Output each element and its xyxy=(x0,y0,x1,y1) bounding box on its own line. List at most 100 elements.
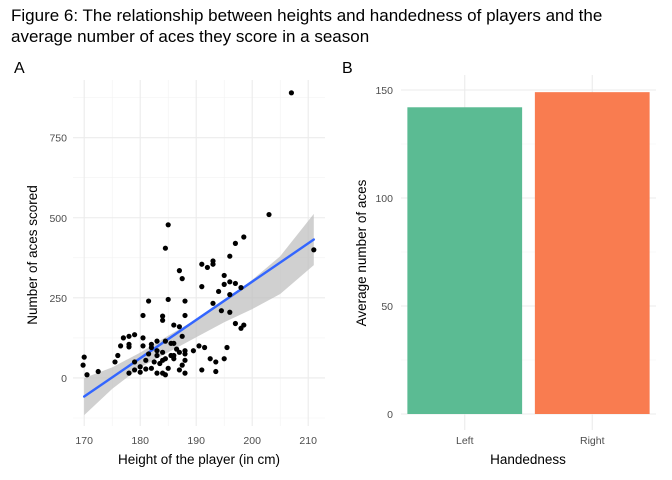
panel-b-y-ticks: 0 50 100 150 xyxy=(375,85,393,421)
panel-b-label: B xyxy=(342,60,353,77)
data-point xyxy=(213,368,219,375)
data-point xyxy=(176,268,182,274)
data-point xyxy=(154,338,160,344)
data-point xyxy=(146,298,152,304)
data-point xyxy=(227,279,233,285)
x-tick-label: Right xyxy=(580,435,605,447)
data-point xyxy=(137,364,143,370)
data-point xyxy=(154,370,160,376)
data-point xyxy=(154,352,160,359)
data-point xyxy=(241,234,247,240)
data-point xyxy=(171,322,177,328)
data-point xyxy=(162,338,168,344)
data-point xyxy=(115,352,121,359)
regression-line xyxy=(82,238,315,398)
data-point xyxy=(140,343,146,349)
data-point xyxy=(182,298,188,304)
data-point xyxy=(182,348,188,354)
y-tick-label: 0 xyxy=(61,373,67,385)
data-point xyxy=(288,90,294,96)
data-point xyxy=(165,365,171,371)
data-point xyxy=(165,222,171,228)
data-point xyxy=(199,367,205,373)
data-point xyxy=(204,264,210,271)
figure-title: Figure 6: The relationship between heigh… xyxy=(11,6,603,46)
panel-a-y-ticks: 0 250 500 750 xyxy=(49,133,67,385)
bar-left xyxy=(407,107,523,414)
data-point xyxy=(160,370,166,376)
data-point xyxy=(126,344,132,350)
y-tick-label: 150 xyxy=(375,85,393,97)
data-point xyxy=(80,362,86,368)
data-point xyxy=(143,366,149,372)
data-point xyxy=(238,285,244,291)
data-point xyxy=(179,362,185,368)
data-point xyxy=(182,357,188,363)
data-point xyxy=(182,312,188,319)
data-point xyxy=(232,280,238,287)
data-point xyxy=(165,296,171,303)
data-point xyxy=(179,333,185,339)
data-point xyxy=(196,343,202,349)
data-point xyxy=(143,357,149,363)
panel-a-y-axis-title: Number of aces scored xyxy=(25,185,40,325)
data-point xyxy=(190,348,196,354)
data-point xyxy=(112,359,118,365)
data-point xyxy=(160,317,166,323)
y-tick-label: 250 xyxy=(49,293,67,305)
data-point xyxy=(148,365,154,371)
data-point xyxy=(227,292,233,298)
data-point xyxy=(232,320,238,327)
panel-b-y-axis-title: Average number of aces xyxy=(354,179,369,326)
panel-a-scatter: A 170 180 190 200 210 0 250 500 750 Height of t… xyxy=(14,60,325,467)
data-point xyxy=(132,367,138,373)
data-point xyxy=(241,322,247,328)
y-tick-label: 100 xyxy=(375,193,393,205)
y-tick-label: 500 xyxy=(49,213,67,225)
data-point xyxy=(140,312,146,319)
data-point xyxy=(221,356,227,362)
panel-b-x-axis-title: Handedness xyxy=(490,452,566,467)
data-point xyxy=(151,359,157,365)
data-point xyxy=(160,313,166,319)
data-point xyxy=(179,276,185,282)
data-point xyxy=(132,359,138,365)
data-point xyxy=(202,344,208,351)
data-point xyxy=(210,261,216,267)
bars xyxy=(407,92,650,414)
data-point xyxy=(126,333,132,339)
data-point xyxy=(176,367,182,373)
x-tick-label: 190 xyxy=(187,435,205,447)
bar-right xyxy=(534,92,650,414)
confidence-band xyxy=(84,213,314,416)
data-point xyxy=(171,340,177,346)
data-point xyxy=(311,247,317,253)
data-point xyxy=(137,369,143,375)
data-point xyxy=(199,284,205,290)
data-point xyxy=(227,309,233,315)
data-point xyxy=(84,372,90,378)
data-point xyxy=(182,370,188,376)
data-point xyxy=(95,368,101,375)
data-point xyxy=(224,344,230,351)
data-point xyxy=(126,370,132,376)
panel-a-x-ticks: 170 180 190 200 210 xyxy=(75,435,317,447)
y-tick-label: 0 xyxy=(387,409,393,421)
data-point xyxy=(154,348,160,354)
data-point xyxy=(266,211,272,218)
data-point xyxy=(120,335,126,341)
data-point xyxy=(227,253,233,259)
data-point xyxy=(171,356,177,362)
panel-a-label: A xyxy=(14,60,25,77)
data-point xyxy=(162,245,168,251)
data-point xyxy=(221,272,227,279)
x-tick-label: 210 xyxy=(299,435,317,447)
data-point xyxy=(213,359,219,365)
confidence-band-area xyxy=(84,213,314,416)
x-tick-label: 180 xyxy=(131,435,149,447)
x-tick-label: 170 xyxy=(75,435,93,447)
data-point xyxy=(118,343,124,349)
panel-a-x-axis-title: Height of the player (in cm) xyxy=(118,452,280,467)
data-point xyxy=(218,308,224,314)
